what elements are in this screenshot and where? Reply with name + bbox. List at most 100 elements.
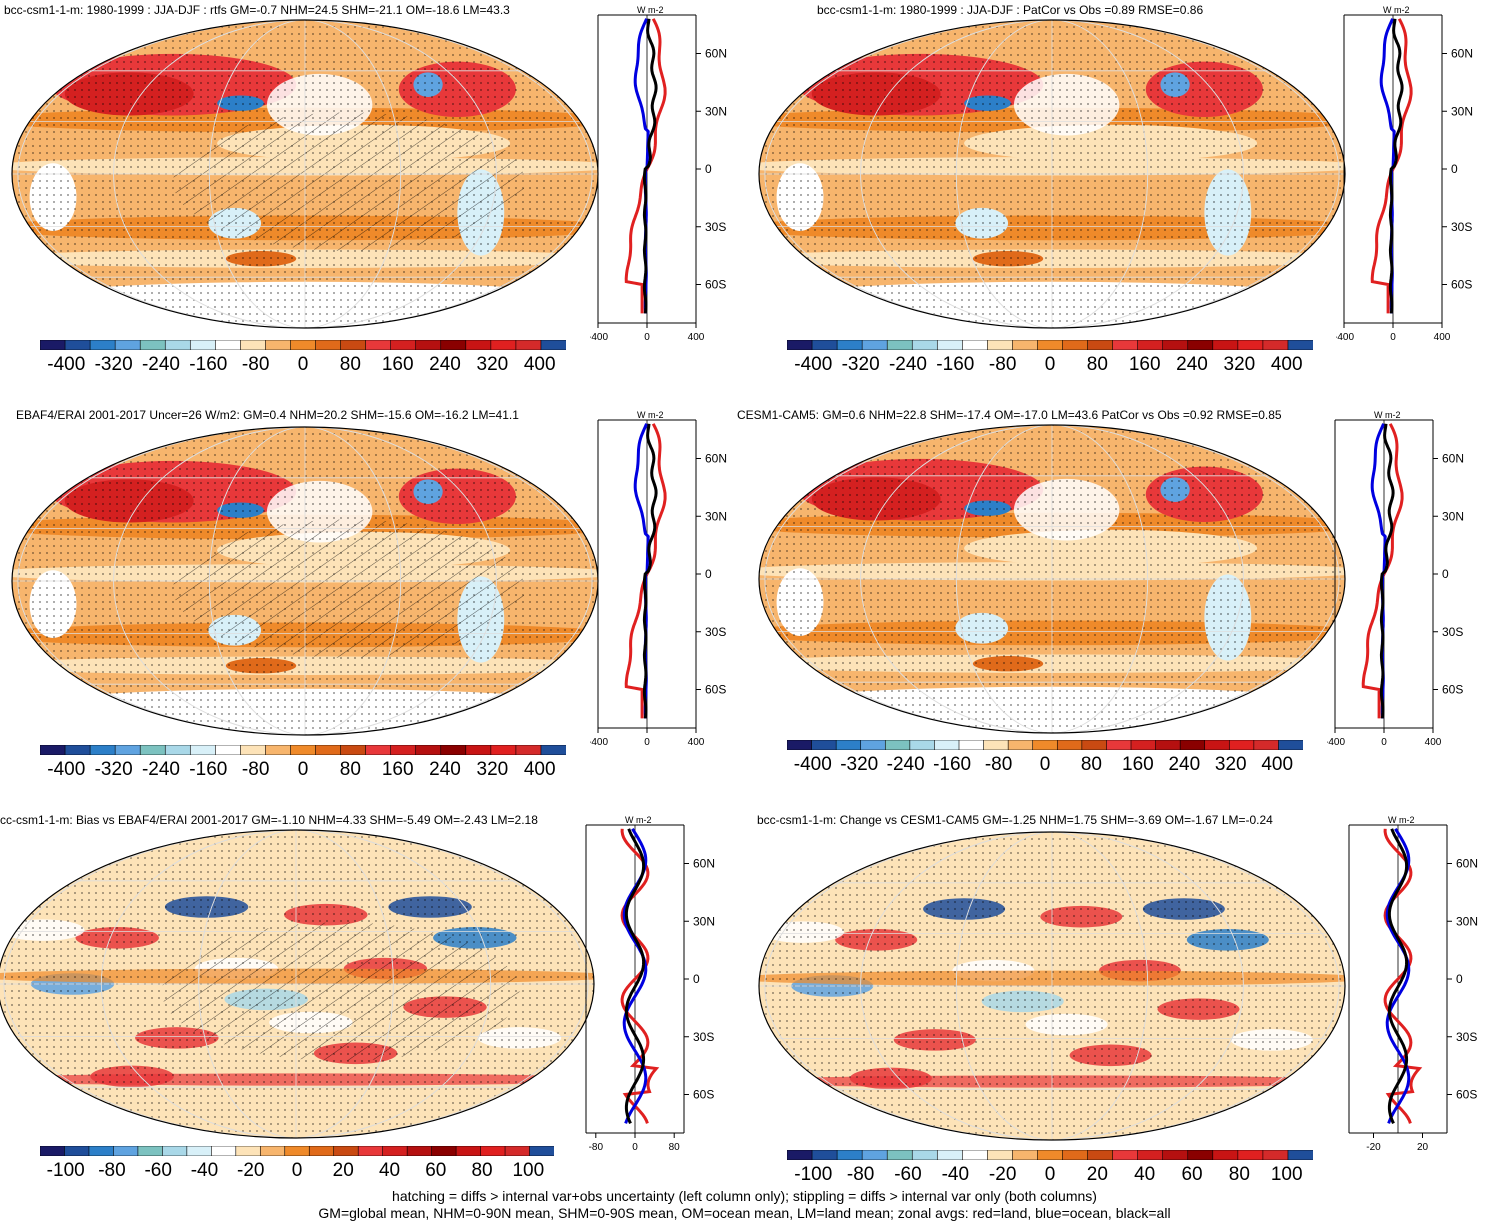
colorbar-swatch bbox=[140, 340, 166, 350]
colorbar-swatch bbox=[491, 745, 517, 755]
map bbox=[10, 425, 600, 737]
zonal-unit-label: W m-2 bbox=[1374, 410, 1401, 420]
map bbox=[757, 423, 1347, 735]
map bbox=[10, 18, 600, 330]
colorbar-swatch bbox=[1063, 1150, 1089, 1160]
colorbar-swatch bbox=[265, 745, 291, 755]
colorbar-swatch bbox=[316, 340, 342, 350]
colorbar-swatch bbox=[1008, 740, 1033, 750]
colorbar bbox=[40, 1146, 554, 1156]
colorbar-swatch bbox=[1278, 740, 1303, 750]
colorbar-tick-label: -240 bbox=[142, 354, 180, 376]
colorbar-tick-label: -240 bbox=[142, 759, 180, 781]
zonal-xtick-label: -80 bbox=[589, 1142, 604, 1153]
colorbar-swatch bbox=[516, 745, 542, 755]
colorbar-swatch bbox=[1057, 740, 1082, 750]
colorbar-swatch bbox=[1213, 1150, 1239, 1160]
colorbar-swatch bbox=[1106, 740, 1131, 750]
panel-title: CESM1-CAM5: GM=0.6 NHM=22.8 SHM=-17.4 OM… bbox=[737, 408, 1397, 422]
colorbar-tick-label: -400 bbox=[794, 354, 832, 376]
footer-note-2: GM=global mean, NHM=0-90N mean, SHM=0-90… bbox=[0, 1205, 1489, 1222]
zonal-xtick-label: 0 bbox=[632, 1142, 638, 1153]
colorbar-swatch bbox=[787, 1150, 813, 1160]
lat-tick-label: 30N bbox=[705, 104, 727, 118]
colorbar-swatch bbox=[236, 1146, 261, 1156]
lat-tick-label: 0 bbox=[1442, 567, 1449, 581]
colorbar-swatch bbox=[541, 745, 566, 755]
colorbar bbox=[787, 340, 1313, 350]
colorbar bbox=[40, 745, 566, 755]
panel-2: bcc-csm1-1-m: 1980-1999 : JJA-DJF : PatC… bbox=[745, 0, 1489, 400]
colorbar-tick-label: -40 bbox=[942, 1164, 969, 1186]
colorbar-swatch bbox=[416, 340, 442, 350]
colorbar-swatch bbox=[962, 1150, 988, 1160]
zonal-xtick-label: -20 bbox=[1366, 1142, 1381, 1153]
colorbar-swatch bbox=[1254, 740, 1279, 750]
colorbar-swatch bbox=[240, 340, 266, 350]
zonal-xtick-label: 20 bbox=[1417, 1142, 1429, 1153]
colorbar-swatch bbox=[530, 1146, 554, 1156]
colorbar-swatch bbox=[341, 745, 367, 755]
colorbar-tick-label: 0 bbox=[298, 759, 309, 781]
panel-title: bcc-csm1-1-m: 1980-1999 : JJA-DJF : PatC… bbox=[817, 3, 1397, 17]
lat-tick-label: 0 bbox=[1456, 972, 1463, 986]
colorbar-swatch bbox=[1163, 340, 1189, 350]
lat-tick-label: 60S bbox=[1442, 683, 1463, 697]
panel-title: cc-csm1-1-m: Bias vs EBAF4/ERAI 2001-201… bbox=[0, 813, 630, 827]
colorbar-swatch bbox=[383, 1146, 408, 1156]
colorbar-tick-label: 160 bbox=[382, 759, 414, 781]
colorbar-swatch bbox=[441, 340, 467, 350]
colorbar-swatch bbox=[391, 745, 417, 755]
colorbar-swatch bbox=[987, 340, 1013, 350]
lat-tick-label: 0 bbox=[705, 567, 712, 581]
colorbar-tick-label: 320 bbox=[477, 759, 509, 781]
colorbar-swatch bbox=[290, 340, 316, 350]
panel-1: bcc-csm1-1-m: 1980-1999 : JJA-DJF : rtfs… bbox=[0, 0, 744, 400]
colorbar-tick-label: 320 bbox=[1215, 754, 1247, 776]
colorbar-swatch bbox=[1263, 1150, 1289, 1160]
colorbar-tick-label: -240 bbox=[889, 354, 927, 376]
colorbar-swatch bbox=[466, 745, 492, 755]
zonal-xtick-label: 400 bbox=[688, 737, 705, 748]
colorbar-swatch bbox=[1263, 340, 1289, 350]
colorbar-swatch bbox=[113, 1146, 138, 1156]
colorbar-tick-label: -80 bbox=[985, 754, 1012, 776]
colorbar-swatch bbox=[1088, 340, 1114, 350]
colorbar-tick-label: -80 bbox=[847, 1164, 874, 1186]
lat-tick-label: 60S bbox=[693, 1088, 714, 1102]
colorbar-swatch bbox=[1113, 1150, 1139, 1160]
colorbar-swatch bbox=[1288, 340, 1313, 350]
lat-tick-label: 60S bbox=[1456, 1088, 1477, 1102]
lat-tick-label: 60S bbox=[705, 278, 726, 292]
zonal-xtick-label: -400 bbox=[1327, 737, 1345, 748]
colorbar-swatch bbox=[481, 1146, 506, 1156]
lat-tick-label: 60S bbox=[705, 683, 726, 697]
lat-tick-label: 60N bbox=[1456, 857, 1478, 871]
colorbar-tick-label: 80 bbox=[340, 354, 361, 376]
zonal-xtick-label: 80 bbox=[669, 1142, 681, 1153]
colorbar-swatch bbox=[887, 340, 913, 350]
lat-tick-label: 60N bbox=[693, 857, 715, 871]
lat-tick-label: 60N bbox=[705, 452, 727, 466]
lat-tick-label: 60N bbox=[1442, 452, 1464, 466]
lat-tick-label: 30N bbox=[1442, 509, 1464, 523]
zonal-xtick-label: 0 bbox=[644, 737, 650, 748]
colorbar-swatch bbox=[984, 740, 1009, 750]
colorbar-tick-label: 0 bbox=[292, 1160, 303, 1182]
colorbar-swatch bbox=[140, 745, 166, 755]
colorbar-swatch bbox=[190, 340, 216, 350]
zonal-xtick-label: 0 bbox=[1381, 737, 1387, 748]
colorbar-tick-label: -80 bbox=[989, 354, 1016, 376]
lat-tick-label: 30S bbox=[1442, 625, 1463, 639]
map bbox=[0, 828, 596, 1140]
panel-title: bcc-csm1-1-m: Change vs CESM1-CAM5 GM=-1… bbox=[757, 813, 1397, 827]
colorbar-swatch bbox=[391, 340, 417, 350]
